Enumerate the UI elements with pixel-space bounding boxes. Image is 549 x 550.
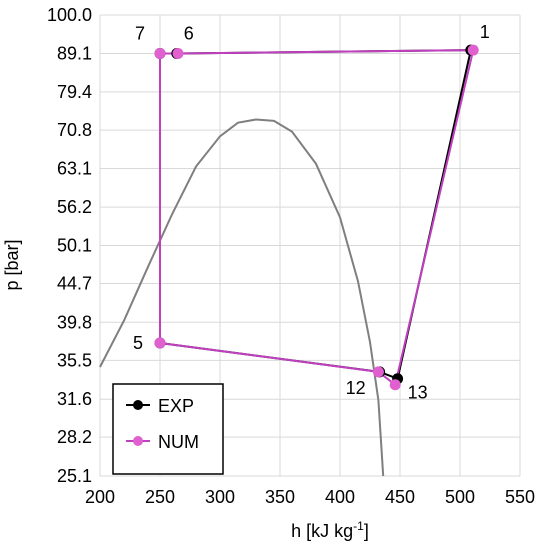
y-tick-label: 89.1 — [57, 43, 92, 63]
legend-exp-label: EXP — [158, 396, 194, 416]
x-tick-label: 500 — [445, 487, 475, 507]
y-tick-label: 28.2 — [57, 427, 92, 447]
series-num-segment — [394, 49, 475, 385]
point-label-5: 5 — [133, 333, 143, 353]
series-num-point — [172, 47, 184, 59]
y-tick-labels: 25.1 28.2 31.6 35.5 39.8 44.7 50.1 56.2 63.1 70.8… — [47, 5, 92, 486]
series-num-point — [154, 337, 166, 349]
point-label-1: 1 — [480, 22, 490, 42]
x-tick-label: 550 — [505, 487, 535, 507]
series-group — [154, 44, 479, 391]
series-num-point — [372, 366, 384, 378]
y-tick-label: 31.6 — [57, 389, 92, 409]
y-tick-label: 35.5 — [57, 350, 92, 370]
series-num-segment — [177, 49, 474, 55]
point-label-12: 12 — [346, 378, 366, 398]
series-num-point — [467, 44, 479, 56]
x-tick-label: 250 — [145, 487, 175, 507]
legend-num-label: NUM — [158, 432, 199, 452]
y-tick-label: 39.8 — [57, 312, 92, 332]
x-tick-labels: 200 250 300 350 400 450 500 550 — [85, 487, 535, 507]
y-tick-label: 100.0 — [47, 5, 92, 25]
y-tick-label: 63.1 — [57, 159, 92, 179]
x-tick-label: 300 — [205, 487, 235, 507]
series-num-point — [389, 379, 401, 391]
x-axis-title-suffix: ] — [364, 521, 369, 541]
point-label-13: 13 — [408, 383, 428, 403]
y-tick-label: 50.1 — [57, 235, 92, 255]
point-label-7: 7 — [135, 23, 145, 43]
y-tick-label: 70.8 — [57, 120, 92, 140]
x-tick-label: 400 — [325, 487, 355, 507]
legend-exp-marker — [133, 400, 143, 410]
x-axis-title-main: h [kJ kg — [291, 521, 353, 541]
x-tick-label: 200 — [85, 487, 115, 507]
x-axis-title-sup: -1 — [353, 519, 364, 533]
legend-num-marker — [133, 436, 143, 446]
series-num-point — [154, 47, 166, 59]
point-label-6: 6 — [184, 23, 194, 43]
legend-box — [112, 383, 224, 475]
y-tick-label: 25.1 — [57, 466, 92, 486]
legend: EXP NUM — [112, 383, 224, 475]
y-tick-label: 79.4 — [57, 82, 92, 102]
point-labels: 1 7 6 5 12 13 — [133, 22, 490, 403]
y-axis-title: p [bar] — [2, 239, 22, 290]
x-tick-label: 450 — [385, 487, 415, 507]
series-num-segment — [159, 342, 379, 373]
y-tick-label: 56.2 — [57, 197, 92, 217]
x-tick-label: 350 — [265, 487, 295, 507]
x-axis-title: h [kJ kg-1] — [291, 519, 369, 541]
y-tick-label: 44.7 — [57, 274, 92, 294]
